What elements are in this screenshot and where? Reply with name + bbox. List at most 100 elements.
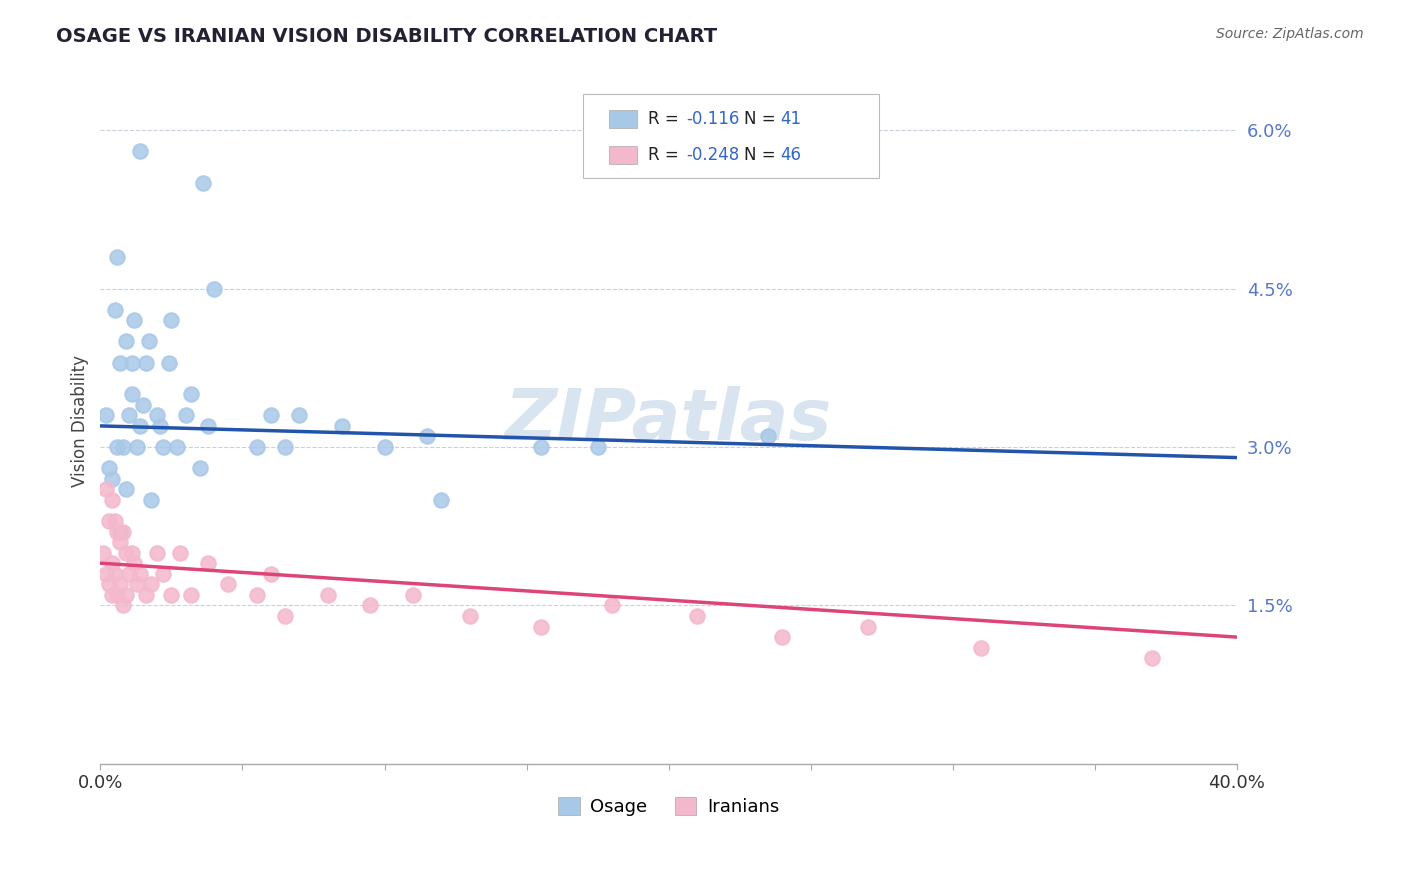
Point bbox=[458, 609, 481, 624]
Point bbox=[94, 566, 117, 581]
Point bbox=[100, 556, 122, 570]
Point bbox=[180, 588, 202, 602]
Point bbox=[430, 492, 453, 507]
Text: R =: R = bbox=[648, 110, 685, 128]
Point bbox=[118, 409, 141, 423]
Point bbox=[217, 577, 239, 591]
Point bbox=[197, 556, 219, 570]
Text: ZIPatlas: ZIPatlas bbox=[505, 386, 832, 455]
Point bbox=[127, 577, 149, 591]
Point bbox=[91, 546, 114, 560]
Point bbox=[246, 440, 269, 454]
Point bbox=[97, 461, 120, 475]
Text: 41: 41 bbox=[780, 110, 801, 128]
Text: -0.116: -0.116 bbox=[686, 110, 740, 128]
Point bbox=[115, 588, 138, 602]
Text: N =: N = bbox=[744, 145, 780, 163]
Point bbox=[115, 546, 138, 560]
Point bbox=[103, 514, 125, 528]
Point bbox=[129, 566, 152, 581]
Y-axis label: Vision Disability: Vision Disability bbox=[72, 355, 89, 487]
Point bbox=[359, 599, 381, 613]
Point bbox=[110, 577, 132, 591]
Point bbox=[197, 418, 219, 433]
Point bbox=[100, 472, 122, 486]
Point bbox=[166, 440, 188, 454]
Point bbox=[121, 387, 143, 401]
Point bbox=[274, 440, 297, 454]
Point bbox=[121, 355, 143, 369]
Point bbox=[288, 409, 311, 423]
Point bbox=[121, 546, 143, 560]
Point bbox=[174, 409, 197, 423]
Point bbox=[100, 492, 122, 507]
Point bbox=[97, 514, 120, 528]
Point bbox=[105, 250, 128, 264]
Point bbox=[105, 440, 128, 454]
Text: OSAGE VS IRANIAN VISION DISABILITY CORRELATION CHART: OSAGE VS IRANIAN VISION DISABILITY CORRE… bbox=[56, 27, 717, 45]
Point bbox=[188, 461, 211, 475]
Point bbox=[146, 409, 169, 423]
Point bbox=[530, 440, 553, 454]
Point bbox=[103, 302, 125, 317]
Point bbox=[146, 546, 169, 560]
Point bbox=[110, 535, 132, 549]
Point bbox=[135, 588, 157, 602]
Point bbox=[202, 282, 225, 296]
Point bbox=[160, 313, 183, 327]
Point bbox=[112, 524, 135, 539]
Point bbox=[110, 355, 132, 369]
Point bbox=[600, 599, 623, 613]
Point bbox=[149, 418, 172, 433]
Point bbox=[260, 566, 283, 581]
Point bbox=[118, 566, 141, 581]
Point bbox=[105, 588, 128, 602]
Text: -0.248: -0.248 bbox=[686, 145, 740, 163]
Point bbox=[124, 313, 146, 327]
Point bbox=[260, 409, 283, 423]
Text: Source: ZipAtlas.com: Source: ZipAtlas.com bbox=[1216, 27, 1364, 41]
Point bbox=[586, 440, 609, 454]
Point bbox=[97, 577, 120, 591]
Point bbox=[416, 429, 439, 443]
Point bbox=[105, 524, 128, 539]
Point bbox=[129, 418, 152, 433]
Point bbox=[246, 588, 269, 602]
Point bbox=[152, 440, 174, 454]
Point bbox=[330, 418, 353, 433]
Point bbox=[110, 524, 132, 539]
Point bbox=[129, 145, 152, 159]
Point bbox=[115, 483, 138, 497]
Point bbox=[112, 440, 135, 454]
Text: N =: N = bbox=[744, 110, 780, 128]
Point bbox=[274, 609, 297, 624]
Point bbox=[856, 619, 879, 633]
Point bbox=[160, 588, 183, 602]
Point bbox=[373, 440, 395, 454]
Point bbox=[1140, 651, 1163, 665]
Point bbox=[770, 630, 793, 644]
Point bbox=[138, 334, 160, 349]
Point bbox=[115, 334, 138, 349]
Point bbox=[402, 588, 425, 602]
Point bbox=[970, 640, 993, 655]
Point bbox=[127, 440, 149, 454]
Point bbox=[169, 546, 191, 560]
Point bbox=[103, 566, 125, 581]
Point bbox=[180, 387, 202, 401]
Point bbox=[94, 483, 117, 497]
Text: 46: 46 bbox=[780, 145, 801, 163]
Point bbox=[157, 355, 180, 369]
Text: R =: R = bbox=[648, 145, 685, 163]
Point bbox=[100, 588, 122, 602]
Point bbox=[191, 176, 214, 190]
Point bbox=[530, 619, 553, 633]
Point bbox=[124, 556, 146, 570]
Point bbox=[152, 566, 174, 581]
Legend: Osage, Iranians: Osage, Iranians bbox=[551, 789, 786, 823]
Point bbox=[141, 492, 163, 507]
Point bbox=[316, 588, 339, 602]
Point bbox=[132, 398, 155, 412]
Point bbox=[756, 429, 779, 443]
Point bbox=[94, 409, 117, 423]
